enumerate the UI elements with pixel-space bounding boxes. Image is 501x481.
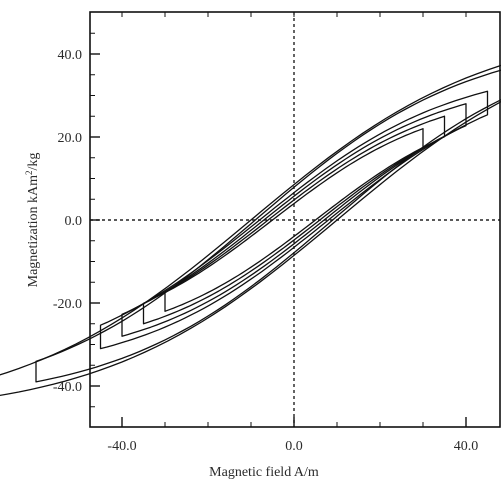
y-tick-label: 0.0 [65, 214, 83, 229]
hysteresis-loop-1 [0, 64, 501, 397]
x-axis: -80.0-40.00.040.080.0 [107, 417, 479, 454]
hysteresis-loop-3 [99, 90, 489, 350]
y-axis: -40.0 -20.0 0.0 20.0 40.0 [53, 48, 100, 395]
hysteresis-loop-5 [142, 115, 446, 325]
y-tick-label: 20.0 [58, 131, 83, 146]
x-axis-label: Magnetic field A/m [209, 465, 319, 480]
x-tick-label: 0.0 [285, 439, 303, 454]
zero-lines [90, 12, 500, 427]
minor-ticks [90, 12, 467, 427]
hysteresis-loops [0, 64, 501, 397]
y-tick-label: -20.0 [53, 297, 82, 312]
y-axis-label: Magnetization kAm2/kg [24, 153, 41, 288]
hysteresis-loop-6 [164, 128, 424, 312]
x-tick-label: -40.0 [107, 439, 136, 454]
y-tick-label: -40.0 [53, 380, 82, 395]
hysteresis-loop-4 [121, 103, 467, 337]
y-tick-label: 40.0 [58, 48, 83, 63]
x-tick-label: 40.0 [454, 439, 479, 454]
